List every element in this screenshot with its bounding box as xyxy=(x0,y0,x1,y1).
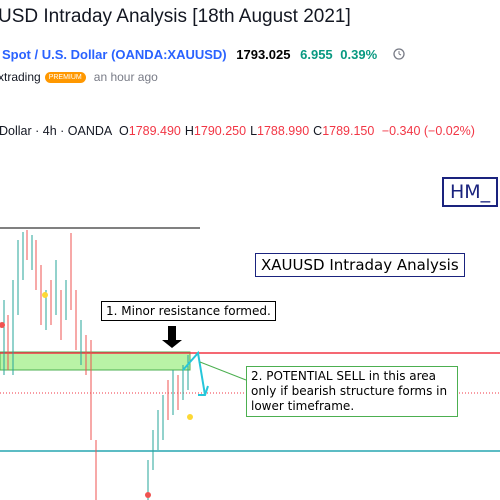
sell-zone xyxy=(0,351,191,371)
ohlc-value: 1789.150 xyxy=(322,124,375,138)
symbol-ticker[interactable]: (OANDA:XAUUSD) xyxy=(111,47,227,62)
ohlc-label: H xyxy=(184,124,194,138)
author[interactable]: xtrading xyxy=(0,70,41,84)
symbol-name[interactable]: Spot / U.S. Dollar xyxy=(2,47,108,62)
candles xyxy=(0,230,193,500)
ohlc-value: 1788.990 xyxy=(257,124,310,138)
heading-box: XAUUSD Intraday Analysis xyxy=(255,253,465,277)
alert-icon[interactable] xyxy=(391,47,407,61)
ohlc-label: C xyxy=(313,124,323,138)
author-row: xtrading PREMIUM an hour ago xyxy=(0,70,158,84)
note-pointer xyxy=(199,361,247,381)
ohlc-value: 1789.490 xyxy=(128,124,181,138)
chart-change: −0.340 (−0.02%) xyxy=(381,124,475,138)
note2-box: 2. POTENTIAL SELL in this area only if b… xyxy=(246,366,458,417)
note1-box: 1. Minor resistance formed. xyxy=(101,301,276,321)
symbol-row: Spot / U.S. Dollar (OANDA:XAUUSD) 1793.0… xyxy=(2,47,407,62)
ohlc-value: 1790.250 xyxy=(193,124,247,138)
price: 1793.025 xyxy=(236,47,291,62)
badge: PREMIUM xyxy=(44,72,86,83)
change: 6.955 xyxy=(300,47,333,62)
chart-header: Dollar · 4h · OANDA O1789.490 H1790.250 L1… xyxy=(0,124,475,138)
time: an hour ago xyxy=(93,70,158,84)
projection-head xyxy=(198,385,209,396)
ohlc-label: O xyxy=(119,124,129,138)
ohlc: O1789.490 H1790.250 L1788.990 C1789.150 xyxy=(119,124,378,138)
down-arrow xyxy=(162,326,182,348)
chart-symbol: Dollar · 4h · OANDA xyxy=(0,124,112,138)
chart-area xyxy=(0,227,500,500)
ohlc-label: L xyxy=(250,124,258,138)
change-pct: 0.39% xyxy=(340,47,378,62)
idea-title: USD Intraday Analysis [18th August 2021] xyxy=(0,6,351,27)
signature-box: HM_ xyxy=(442,177,499,207)
projection xyxy=(182,350,206,396)
